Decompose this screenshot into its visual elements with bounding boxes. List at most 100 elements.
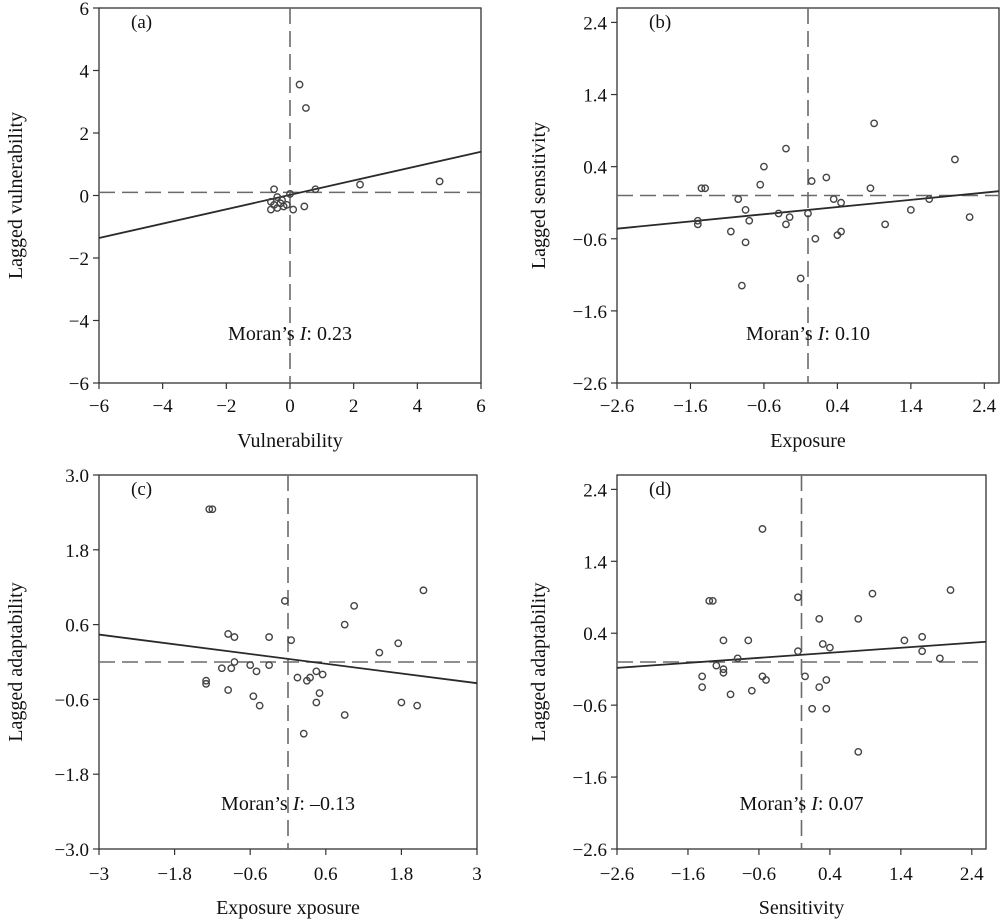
data-point — [693, 220, 702, 229]
y-tick-label: −3.0 — [55, 840, 89, 861]
y-tick-label: 2.4 — [583, 13, 607, 34]
data-point — [705, 596, 714, 605]
x-tick-label: 3 — [472, 864, 482, 885]
x-tick-label: 1.8 — [390, 864, 414, 885]
data-point — [230, 633, 239, 641]
annotation-prefix: Moran’s — [746, 323, 818, 345]
data-point — [822, 173, 831, 182]
scatter-panel-d: −2.6 −1.6 −0.6 0.4 1.4 2.4 −2.6 −1.6 −0.6 0.4 1.4 2… — [528, 474, 987, 919]
x-tick-label: −2 — [216, 396, 236, 417]
scatter-panel-a: −6 −4 −2 0 2 4 6 −6 −4 −2 0 2 4 6 Vulnerability Lagged … — [5, 0, 486, 452]
data-point — [708, 596, 717, 605]
data-point — [205, 505, 214, 514]
data-point — [693, 216, 702, 225]
regression-line — [616, 640, 987, 669]
data-point — [741, 238, 750, 247]
x-tick-label: −1.6 — [673, 396, 707, 417]
y-tick-label: −1.6 — [573, 302, 607, 323]
annotation-italic: I — [810, 793, 819, 815]
data-point — [318, 670, 327, 679]
data-point — [925, 195, 934, 204]
data-point — [712, 661, 721, 670]
data-point — [350, 602, 359, 610]
y-tick-label: 0.6 — [65, 616, 89, 637]
y-tick-label: −6 — [69, 374, 89, 395]
y-tick-label: 3.0 — [65, 466, 89, 487]
data-point — [811, 234, 820, 243]
panel-label: (a) — [131, 12, 152, 33]
y-axis-title: Lagged adaptability — [528, 582, 550, 741]
data-point — [785, 213, 794, 222]
data-point — [270, 185, 278, 194]
data-point — [829, 195, 838, 204]
data-point — [804, 209, 812, 218]
data-point — [698, 672, 707, 681]
y-axis-title: Lagged adaptability — [5, 582, 27, 741]
x-tick-label: 0.4 — [826, 396, 850, 417]
y-tick-label: −1.8 — [55, 765, 89, 786]
panel-label: (b) — [649, 12, 671, 33]
annotation-prefix: Moran’s — [228, 323, 300, 345]
panel-label: (c) — [131, 479, 152, 500]
data-point — [340, 711, 349, 719]
x-axis-title: Sensitivity — [759, 897, 845, 919]
data-point — [747, 686, 756, 695]
x-tick-label: −2.6 — [600, 864, 634, 885]
y-tick-label: −0.6 — [573, 696, 607, 717]
data-point — [278, 196, 286, 205]
data-point — [833, 231, 842, 240]
y-tick-label: −1.6 — [573, 768, 607, 789]
regression-line — [98, 150, 482, 239]
y-tick-label: 1.8 — [65, 541, 89, 562]
data-point — [312, 667, 321, 676]
data-point — [224, 686, 233, 694]
y-tick-label: 0.4 — [583, 624, 607, 645]
y-axis-title: Lagged sensitivity — [528, 122, 550, 269]
data-point — [794, 647, 802, 656]
x-axis-title: Vulnerability — [237, 430, 342, 452]
annotation-prefix: Moran’s — [221, 793, 293, 815]
x-tick-label: −1.6 — [671, 864, 705, 885]
data-point — [745, 216, 754, 225]
data-point — [906, 206, 915, 214]
data-point — [807, 177, 816, 185]
annotation-prefix: Moran’s — [740, 793, 812, 815]
data-point — [737, 281, 746, 290]
data-point — [397, 698, 406, 707]
y-tick-label: 1.4 — [583, 86, 607, 107]
y-tick-label: 2.4 — [583, 480, 607, 501]
data-point — [822, 704, 831, 713]
x-tick-label: −1.8 — [157, 864, 191, 885]
x-tick-label: −2.6 — [600, 396, 634, 417]
scatter-panel-c: −3 −1.8 −0.6 0.6 1.8 3 −3.0 −1.8 −0.6 0.6 1.8 3.0 Ex… — [5, 466, 482, 919]
data-point — [249, 692, 258, 701]
data-point — [854, 614, 863, 623]
data-point — [782, 220, 790, 229]
data-point — [774, 209, 783, 218]
y-tick-label: 2 — [80, 124, 90, 145]
data-point — [224, 630, 233, 638]
data-point — [295, 80, 304, 89]
data-point — [815, 614, 824, 623]
data-point — [818, 640, 827, 648]
data-point — [719, 665, 728, 674]
data-point — [881, 220, 890, 229]
annotation-value: : 0.23 — [306, 323, 352, 345]
data-point — [762, 676, 770, 684]
data-point — [246, 661, 255, 670]
y-tick-label: 1.4 — [583, 552, 607, 573]
x-tick-label: −4 — [153, 396, 174, 417]
data-point — [266, 205, 275, 214]
x-tick-label: −0.6 — [742, 864, 776, 885]
data-point — [287, 636, 296, 645]
data-point — [300, 202, 309, 211]
data-point — [202, 676, 211, 685]
data-point — [255, 701, 264, 710]
data-point — [312, 698, 321, 707]
x-tick-label: 1.4 — [899, 396, 923, 417]
data-point — [202, 679, 211, 688]
data-point — [726, 227, 735, 236]
y-tick-label: 0 — [80, 187, 90, 208]
y-tick-label: −2 — [69, 249, 89, 270]
